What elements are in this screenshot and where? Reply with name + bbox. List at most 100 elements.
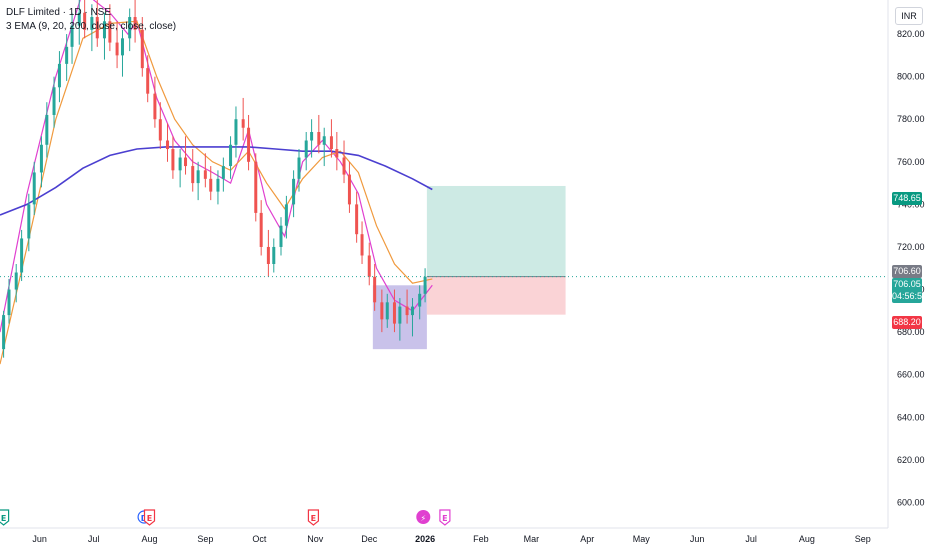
y-tick-label: 760.00 xyxy=(897,157,925,167)
candle xyxy=(14,264,18,303)
candle xyxy=(184,136,188,175)
candle xyxy=(45,102,49,158)
x-tick-label: Jul xyxy=(88,534,100,544)
candle xyxy=(292,170,296,218)
candle-body xyxy=(229,144,233,167)
earnings-icon[interactable]: E xyxy=(143,509,156,526)
candle-body xyxy=(373,276,377,303)
candle xyxy=(405,289,409,324)
candle xyxy=(392,289,396,333)
candle xyxy=(158,102,162,150)
candle-body xyxy=(234,119,238,145)
candle-body xyxy=(20,238,24,273)
candle-body xyxy=(52,87,56,115)
candle-body xyxy=(335,149,339,158)
candle-body xyxy=(90,17,94,30)
earnings-icon[interactable]: E xyxy=(439,509,451,526)
last-price-tag: 706.05 04:56:54 xyxy=(892,278,927,303)
chart-legend: DLF Limited · 1D · NSE 3 EMA (9, 20, 200… xyxy=(6,6,176,34)
candle-body xyxy=(39,144,43,173)
x-tick-label: 2026 xyxy=(415,534,435,544)
candle xyxy=(128,8,132,52)
candle xyxy=(52,76,56,128)
candle xyxy=(272,238,276,273)
candle-body xyxy=(266,246,270,264)
x-tick-label: Jun xyxy=(690,534,705,544)
candle xyxy=(380,289,384,333)
candle-body xyxy=(310,132,314,141)
y-tick-label: 600.00 xyxy=(897,497,925,507)
candle xyxy=(347,161,351,213)
candle xyxy=(355,191,359,243)
candle-body xyxy=(45,114,49,145)
flash-icon[interactable]: ⚡ xyxy=(416,510,431,524)
candle xyxy=(329,119,333,158)
marker-label: E xyxy=(147,514,152,523)
candle-body xyxy=(77,12,81,26)
candle-body xyxy=(184,157,188,167)
candle xyxy=(367,242,371,286)
x-tick-label: Dec xyxy=(361,534,378,544)
x-tick-label: May xyxy=(633,534,651,544)
candle-body xyxy=(322,136,326,145)
candle-body xyxy=(120,38,124,56)
candle xyxy=(398,298,402,341)
candle xyxy=(229,136,233,179)
candle xyxy=(322,127,326,167)
candle-body xyxy=(410,306,414,316)
candle xyxy=(284,195,288,239)
candle-body xyxy=(254,161,258,213)
currency-selector[interactable]: INR xyxy=(895,7,923,25)
candle-body xyxy=(317,132,321,145)
candle xyxy=(7,278,11,324)
marker-label: E xyxy=(311,514,316,523)
candle xyxy=(410,298,414,337)
candle xyxy=(83,0,87,39)
candle-body xyxy=(279,225,283,247)
candle-body xyxy=(27,204,31,239)
candle xyxy=(234,106,238,158)
candle xyxy=(423,268,427,303)
y-tick-label: 800.00 xyxy=(897,72,925,82)
stop-price-tag: 688.20 xyxy=(892,316,922,329)
candle-body xyxy=(209,178,213,192)
candle xyxy=(335,132,339,171)
y-tick-label: 660.00 xyxy=(897,370,925,380)
candle-body xyxy=(7,289,11,316)
candle xyxy=(216,170,220,205)
candle-body xyxy=(108,21,112,43)
candle-body xyxy=(203,170,207,179)
y-tick-label: 780.00 xyxy=(897,114,925,124)
x-tick-label: Oct xyxy=(252,534,267,544)
candle-body xyxy=(272,246,276,264)
x-tick-label: Apr xyxy=(580,534,594,544)
candle-body xyxy=(241,119,245,128)
candle-body xyxy=(259,212,263,247)
ema-200-line xyxy=(0,146,433,216)
candle-body xyxy=(115,42,119,56)
candle-body xyxy=(380,302,384,320)
x-tick-label: Sep xyxy=(197,534,213,544)
x-tick-label: Aug xyxy=(799,534,815,544)
candle-body xyxy=(304,140,308,158)
candle xyxy=(70,12,74,64)
candle xyxy=(297,149,301,192)
marker-shape xyxy=(416,510,431,524)
candle-body xyxy=(423,276,427,294)
candle-body xyxy=(247,127,251,162)
earnings-icon[interactable]: E xyxy=(0,509,10,526)
candle xyxy=(146,55,150,103)
candle xyxy=(102,12,106,60)
candle-body xyxy=(32,172,36,205)
candle-body xyxy=(398,306,402,324)
candle-body xyxy=(128,17,132,39)
candle-body xyxy=(418,293,422,307)
candle xyxy=(108,4,112,52)
candle-body xyxy=(65,46,69,64)
candle-body xyxy=(405,306,409,316)
candle xyxy=(120,29,124,77)
candle xyxy=(266,229,270,277)
candle xyxy=(77,0,81,45)
earnings-icon[interactable]: E xyxy=(307,509,320,526)
